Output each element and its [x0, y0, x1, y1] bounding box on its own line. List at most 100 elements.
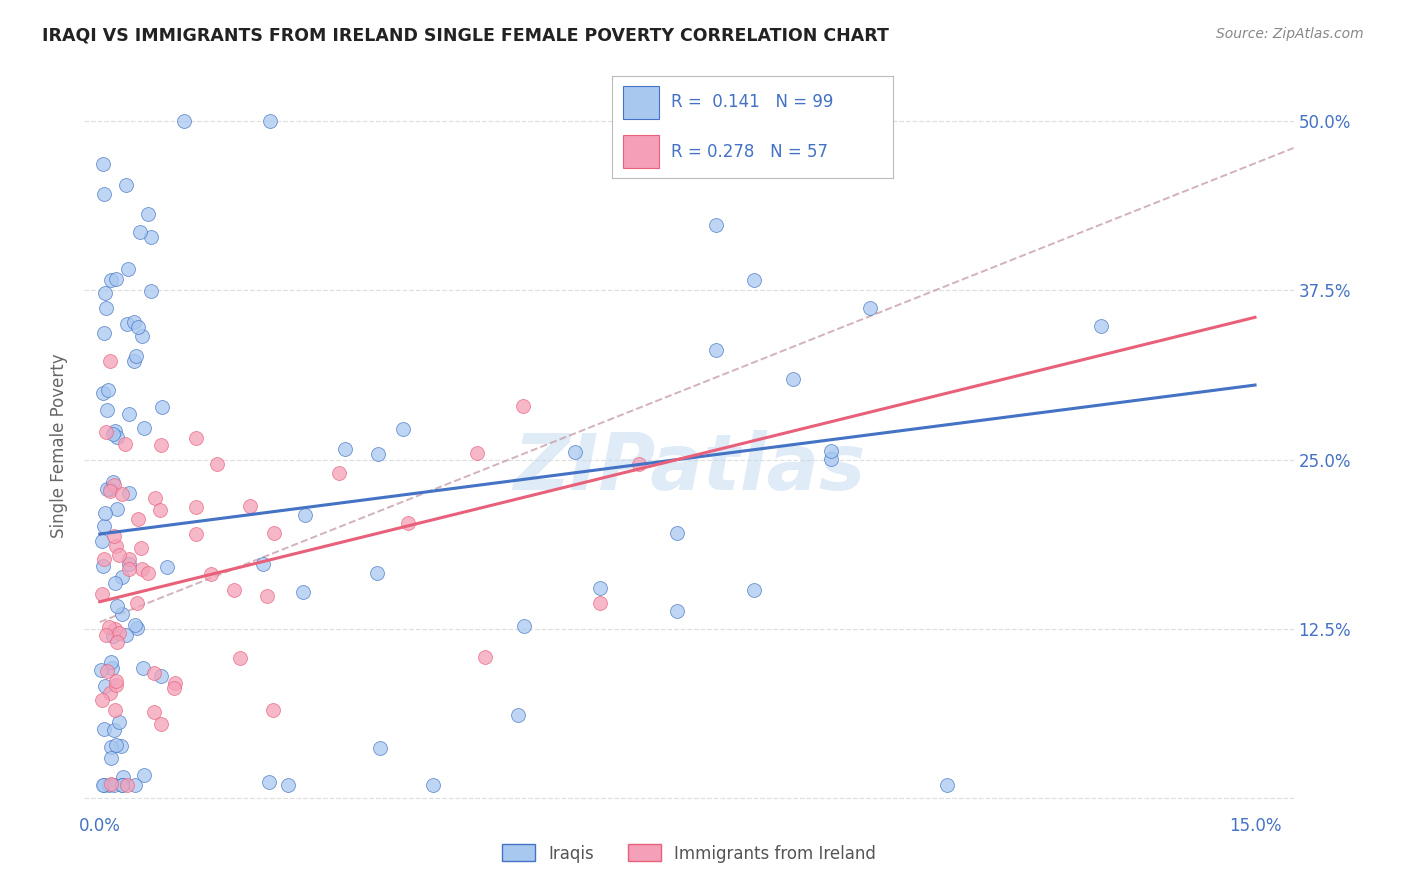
Point [90, 663, 112, 677]
Point [115, 317, 138, 331]
Point [104, 424, 127, 438]
Legend: Iraqis, Immigrants from Ireland: Iraqis, Immigrants from Ireland [495, 838, 883, 869]
Point [105, 501, 128, 516]
Point [222, 582, 245, 597]
Point [143, 705, 166, 719]
Point [465, 446, 488, 460]
Point [328, 467, 350, 481]
Point [111, 570, 134, 584]
Point [367, 447, 389, 461]
Text: Source: ZipAtlas.com: Source: ZipAtlas.com [1216, 27, 1364, 41]
Point [107, 626, 129, 640]
Point [105, 430, 128, 444]
Point [333, 442, 356, 457]
Point [100, 739, 122, 754]
Point [820, 451, 842, 466]
Point [103, 477, 125, 491]
Point [111, 778, 134, 792]
Point [101, 475, 124, 489]
Point [259, 114, 281, 128]
Point [132, 660, 155, 674]
Point [103, 723, 125, 737]
Point [93, 722, 115, 736]
Point [98, 483, 121, 498]
Point [125, 350, 148, 364]
Point [150, 401, 173, 415]
Point [124, 778, 146, 792]
Point [124, 618, 146, 632]
Point [91, 778, 114, 792]
Point [277, 778, 299, 792]
Point [115, 778, 138, 792]
Point [256, 589, 278, 603]
Point [94, 628, 117, 642]
Point [117, 262, 139, 277]
Point [115, 628, 138, 642]
Point [132, 421, 155, 435]
Point [666, 604, 689, 618]
Point [149, 502, 172, 516]
Point [105, 739, 128, 753]
Point [91, 587, 114, 601]
Point [97, 383, 120, 397]
Point [474, 650, 496, 665]
Point [184, 527, 207, 541]
Point [97, 620, 120, 634]
Point [704, 343, 727, 357]
Point [94, 680, 117, 694]
Point [368, 740, 391, 755]
Point [139, 284, 162, 298]
Point [200, 567, 222, 582]
Point [589, 581, 612, 595]
Point [104, 702, 127, 716]
Point [936, 778, 959, 792]
Point [205, 457, 228, 471]
Point [94, 301, 117, 316]
Point [100, 655, 122, 669]
Point [1090, 318, 1112, 333]
Point [184, 500, 207, 515]
Point [101, 629, 124, 643]
Point [105, 272, 128, 286]
Point [396, 516, 419, 531]
Text: ZIPatlas: ZIPatlas [513, 430, 865, 506]
Point [104, 539, 127, 553]
Point [91, 558, 114, 573]
Point [127, 597, 149, 611]
Point [136, 207, 159, 221]
Point [163, 681, 186, 695]
Point [91, 534, 114, 549]
Point [96, 403, 118, 417]
Point [111, 770, 134, 784]
Point [105, 599, 128, 613]
Point [127, 512, 149, 526]
Point [93, 285, 115, 300]
Point [91, 157, 114, 171]
Point [96, 482, 118, 496]
Point [118, 557, 141, 571]
Point [101, 427, 124, 442]
Point [105, 678, 128, 692]
Text: R =  0.141   N = 99: R = 0.141 N = 99 [671, 94, 832, 112]
Point [150, 669, 173, 683]
Point [110, 739, 132, 753]
Point [150, 438, 173, 452]
Point [666, 526, 689, 541]
Point [129, 541, 152, 555]
Point [118, 408, 141, 422]
Point [143, 491, 166, 505]
Point [131, 329, 153, 343]
Point [138, 566, 160, 581]
Point [93, 326, 115, 340]
Point [127, 319, 149, 334]
Point [94, 425, 117, 440]
Point [91, 693, 114, 707]
Point [114, 178, 136, 192]
Point [100, 686, 122, 700]
Text: R = 0.278   N = 57: R = 0.278 N = 57 [671, 143, 828, 161]
Text: IRAQI VS IMMIGRANTS FROM IRELAND SINGLE FEMALE POVERTY CORRELATION CHART: IRAQI VS IMMIGRANTS FROM IRELAND SINGLE … [42, 27, 889, 45]
Point [103, 529, 125, 543]
Point [142, 665, 165, 680]
Point [93, 778, 115, 792]
Point [155, 559, 177, 574]
